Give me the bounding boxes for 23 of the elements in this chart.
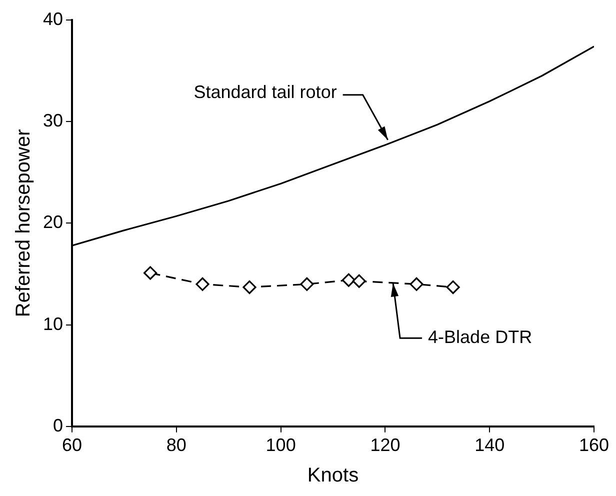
x-tick-label: 160 [578, 435, 610, 456]
y-tick-label: 40 [42, 8, 64, 29]
x-tick-label: 60 [62, 435, 82, 456]
point [342, 273, 356, 287]
x-tick-label: 100 [266, 435, 296, 456]
y-tick-label: 10 [42, 314, 64, 334]
x-axis-title: Knots [307, 464, 359, 487]
point [352, 274, 366, 288]
annotation: Standard tail rotor [194, 82, 337, 102]
point [300, 277, 314, 291]
y-tick-label: 0 [53, 415, 64, 436]
y-tick-label: 20 [42, 212, 64, 232]
annotation: 4-Blade DTR [428, 327, 532, 348]
point [446, 280, 460, 294]
y-tick-label: 30 [42, 110, 64, 131]
x-tick-label: 80 [166, 435, 186, 456]
point [196, 277, 210, 291]
point [242, 280, 256, 294]
x-tick-label: 120 [370, 435, 400, 456]
point [410, 277, 424, 291]
point [144, 266, 158, 280]
x-tick-label: 140 [474, 435, 505, 456]
y-axis-title: Referred horsepower [12, 128, 35, 318]
